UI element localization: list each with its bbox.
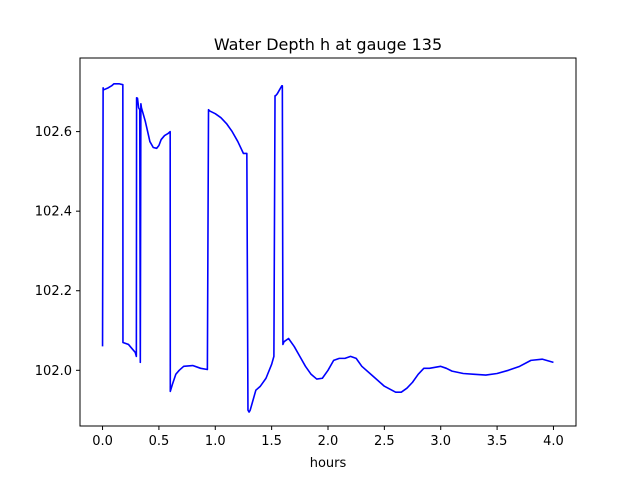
- x-tick-label: 0.5: [149, 434, 170, 449]
- x-tick-label: 3.5: [487, 434, 508, 449]
- axes-frame: [79, 57, 577, 427]
- series-line-0: [101, 83, 554, 413]
- x-tick-label: 1.5: [261, 434, 282, 449]
- chart-title: Water Depth h at gauge 135: [214, 35, 442, 54]
- x-tick-label: 1.0: [205, 434, 226, 449]
- y-tick-label: 102.4: [35, 205, 72, 220]
- x-tick-label: 3.0: [430, 434, 451, 449]
- y-tick-label: 102.2: [35, 284, 72, 299]
- y-tick-label: 102.0: [35, 364, 72, 379]
- x-axis-ticks: 0.0 0.5 1.0 1.5 2.0 2.5 3.0 3.5 4.0: [92, 426, 564, 449]
- x-tick-label: 4.0: [543, 434, 564, 449]
- y-axis-ticks: 102.0 102.2 102.4 102.6: [35, 125, 80, 379]
- plot-area: [101, 83, 554, 413]
- x-tick-label: 2.0: [318, 434, 339, 449]
- y-tick-label: 102.6: [35, 125, 72, 140]
- x-tick-label: 0.0: [92, 434, 113, 449]
- x-axis-title: hours: [310, 456, 347, 471]
- x-tick-label: 2.5: [374, 434, 395, 449]
